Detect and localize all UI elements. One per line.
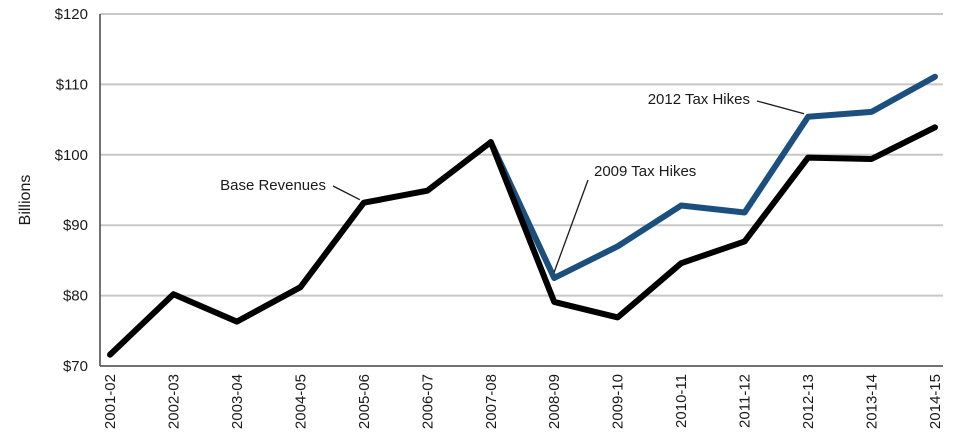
- y-tick-label: $120: [55, 6, 88, 23]
- y-tick-label: $80: [63, 288, 88, 305]
- annotation-leader-line: [553, 179, 589, 273]
- y-axis-label: Billions: [17, 175, 34, 226]
- y-tick-label: $110: [56, 76, 88, 93]
- x-tick-label: 2005-06: [356, 374, 373, 429]
- annotation-leader-line: [332, 185, 361, 201]
- annotation-label: 2009 Tax Hikes: [594, 163, 696, 180]
- x-tick-label: 2012-13: [800, 374, 817, 429]
- series-line-tax-hikes: [487, 73, 938, 281]
- gridlines: [100, 13, 943, 297]
- x-tick-label: 2013-14: [864, 374, 881, 429]
- x-tick-label: 2008-09: [546, 374, 563, 429]
- annotation-label: Base Revenues: [220, 177, 326, 194]
- x-tick-label: 2009-10: [610, 374, 627, 429]
- x-tick-label: 2006-07: [419, 374, 436, 429]
- y-tick-label: $90: [63, 217, 88, 234]
- x-tick-label: 2010-11: [673, 374, 690, 428]
- annotations: Base Revenues 2009 Tax Hikes 2012 Tax Hike…: [220, 91, 805, 273]
- y-tick-label: $100: [55, 147, 88, 164]
- axes: $70 $80 $90 $100 $110 $120 2001-02 2002-03 2003-…: [55, 6, 944, 429]
- series-line-base-revenues: [107, 124, 938, 358]
- x-tick-label: 2007-08: [483, 374, 500, 429]
- x-tick-label: 2003-04: [229, 374, 246, 429]
- annotation-leader-line: [756, 100, 805, 115]
- series-lines: [107, 73, 938, 358]
- x-tick-label: 2001-02: [102, 374, 119, 429]
- x-tick-label: 2014-15: [927, 374, 944, 429]
- annotation-label: 2012 Tax Hikes: [648, 91, 750, 108]
- x-tick-label: 2004-05: [292, 374, 309, 429]
- x-tick-label: 2011-12: [737, 374, 754, 428]
- x-tick-label: 2002-03: [165, 374, 182, 429]
- y-tick-label: $70: [63, 358, 88, 375]
